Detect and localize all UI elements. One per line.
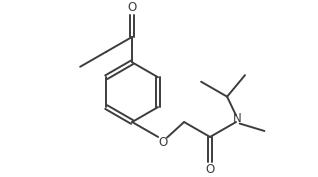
Text: O: O: [128, 1, 137, 15]
Text: O: O: [159, 136, 168, 149]
Text: N: N: [233, 112, 242, 125]
Text: O: O: [205, 163, 215, 176]
